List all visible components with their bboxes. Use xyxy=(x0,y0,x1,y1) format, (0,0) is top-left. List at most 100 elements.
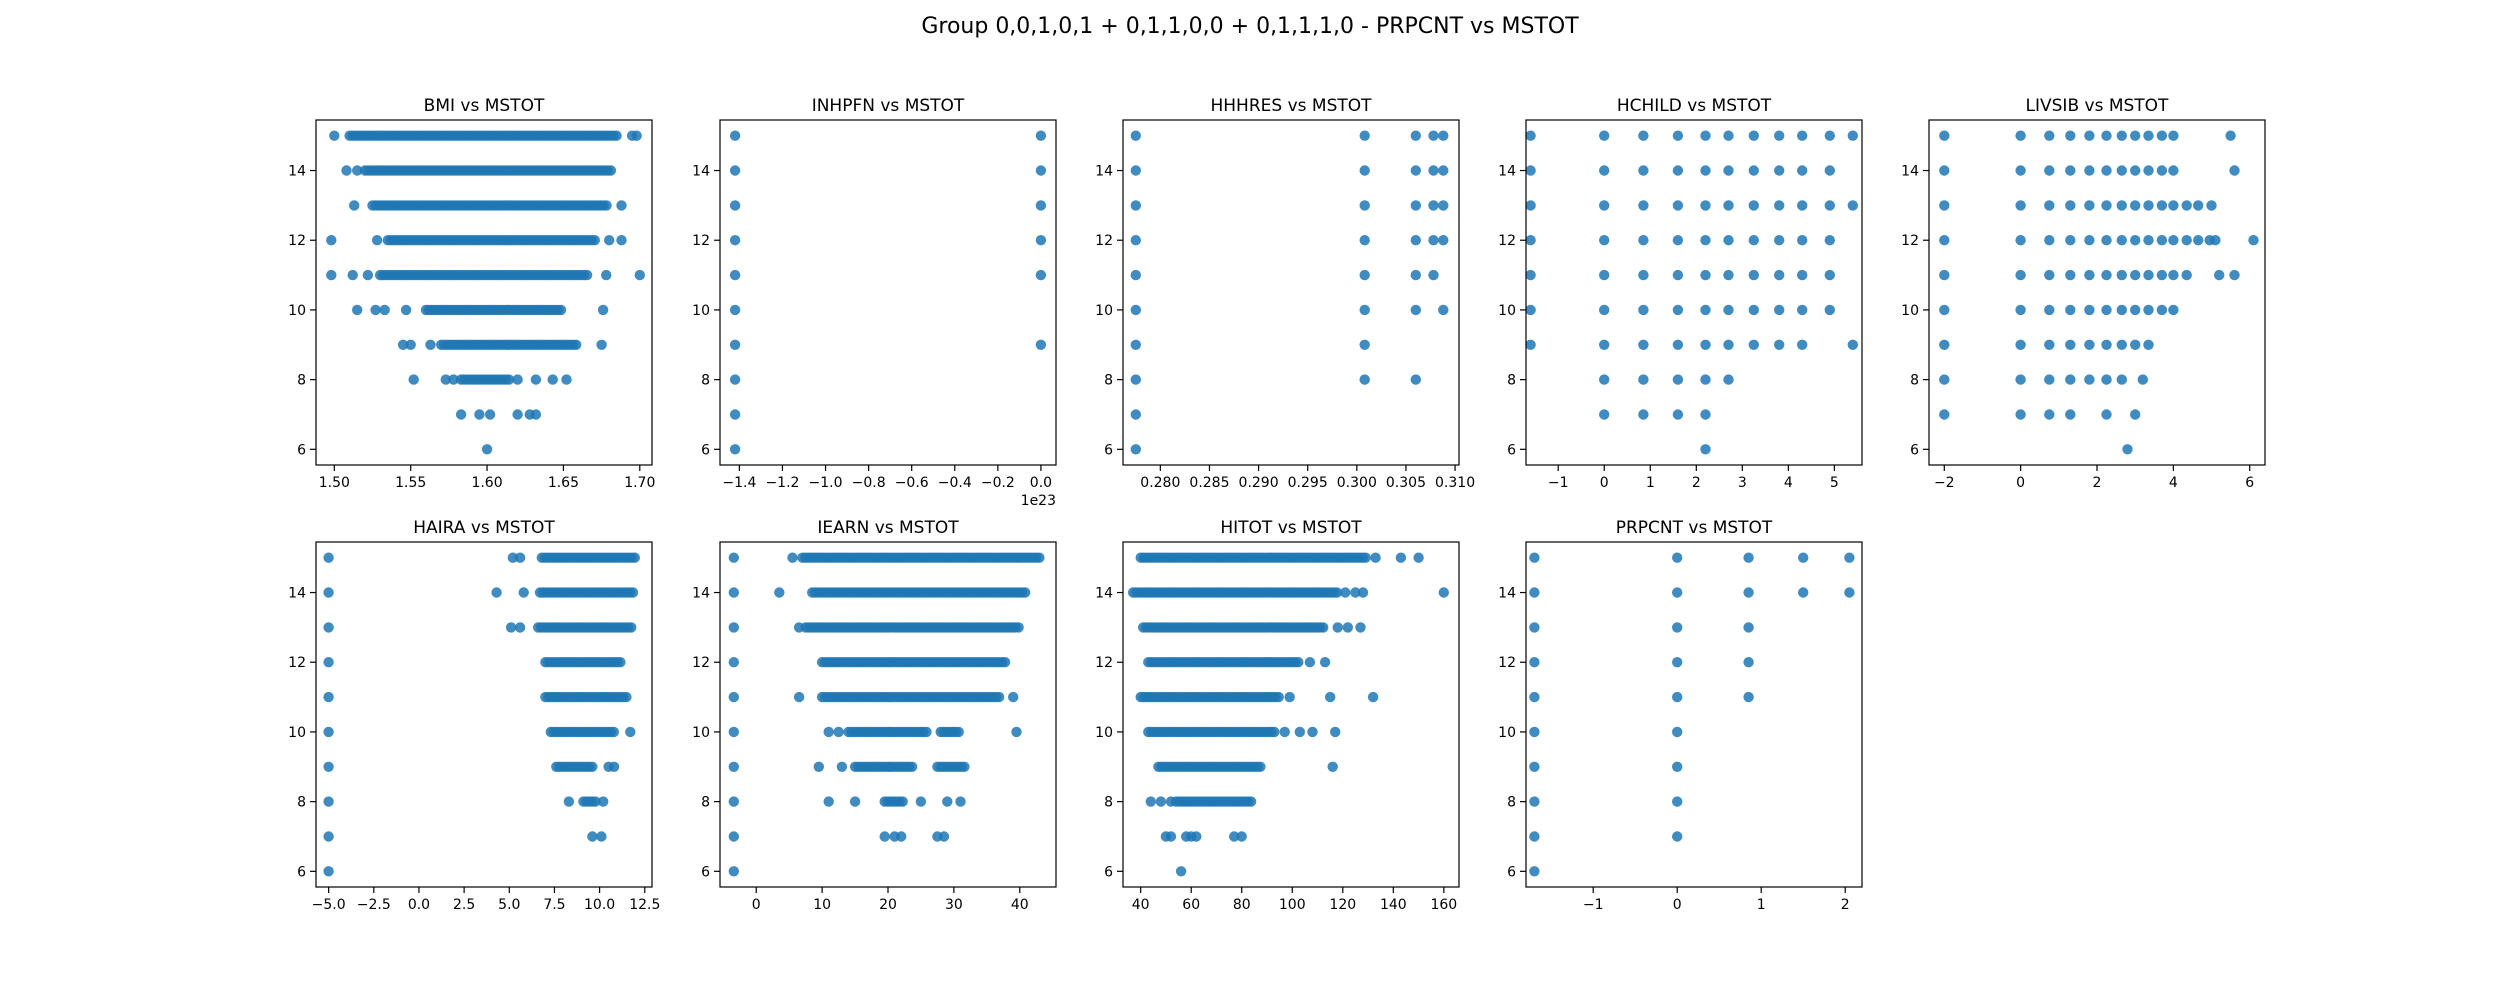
data-point xyxy=(1529,761,1540,772)
data-point xyxy=(1939,339,1950,350)
x-tick-label: 0.295 xyxy=(1288,475,1328,491)
data-point xyxy=(2015,130,2026,141)
data-point xyxy=(2210,235,2221,246)
data-point xyxy=(1700,200,1711,211)
data-point xyxy=(728,726,739,738)
y-tick-label: 10 xyxy=(692,303,710,319)
data-point xyxy=(1529,796,1540,807)
subplot-title: HAIRA vs MSTOT xyxy=(413,518,555,538)
x-tick-label: 3 xyxy=(1738,475,1747,491)
y-tick-label: 14 xyxy=(1095,586,1113,602)
data-point xyxy=(634,269,645,281)
data-point xyxy=(1672,657,1683,668)
data-point xyxy=(1939,374,1950,385)
data-point xyxy=(1700,235,1711,246)
data-point xyxy=(729,339,741,350)
data-point xyxy=(1700,409,1711,420)
data-point xyxy=(1672,622,1683,633)
data-point xyxy=(1748,200,1760,211)
subplot-5: LIVSIB vs MSTOT −2 0 2 4 6 6 8 10 12 14 xyxy=(1901,96,2266,491)
data-point xyxy=(2130,130,2141,141)
y-tick-label: 6 xyxy=(701,442,710,458)
data-point xyxy=(2015,304,2026,316)
data-point xyxy=(2193,235,2204,246)
data-point xyxy=(2015,339,2026,350)
data-point xyxy=(349,200,360,211)
data-point xyxy=(1318,622,1329,633)
data-point xyxy=(1638,235,1649,246)
x-tick-label: 40 xyxy=(1132,897,1150,913)
axes-frame xyxy=(1525,119,1863,466)
data-point xyxy=(370,304,381,316)
x-tick-label: 2.5 xyxy=(453,897,475,913)
data-point xyxy=(2015,409,2026,420)
data-point xyxy=(2065,374,2076,385)
data-point xyxy=(729,409,741,420)
data-point xyxy=(1939,165,1950,176)
data-point xyxy=(2181,269,2192,281)
data-point xyxy=(1672,552,1683,563)
y-tick-label: 14 xyxy=(1095,164,1113,180)
y-tick-label: 8 xyxy=(297,373,306,389)
data-point xyxy=(879,831,890,842)
data-point xyxy=(1331,587,1343,598)
data-point xyxy=(1428,269,1439,281)
data-point xyxy=(2044,374,2055,385)
x-tick-label: −1.4 xyxy=(722,475,756,491)
data-point xyxy=(455,409,467,420)
data-point xyxy=(362,269,374,281)
data-point xyxy=(728,587,739,598)
data-point xyxy=(1700,374,1711,385)
data-point xyxy=(1410,235,1422,246)
data-point xyxy=(601,269,612,281)
data-point xyxy=(571,339,582,350)
data-point xyxy=(1130,165,1142,176)
y-tick-label: 6 xyxy=(1104,864,1113,880)
data-point xyxy=(2044,235,2055,246)
data-point xyxy=(2156,165,2168,176)
data-point xyxy=(1529,726,1540,738)
data-point xyxy=(2101,374,2112,385)
data-point xyxy=(503,374,515,385)
data-point xyxy=(1529,552,1540,563)
data-point xyxy=(1367,691,1379,703)
data-point xyxy=(1130,374,1142,385)
data-point xyxy=(2156,235,2168,246)
y-tick-label: 10 xyxy=(1095,303,1113,319)
data-point xyxy=(1013,622,1024,633)
y-tick-label: 10 xyxy=(1498,303,1516,319)
data-point xyxy=(1359,200,1370,211)
data-point xyxy=(1798,552,1809,563)
data-point xyxy=(2084,130,2095,141)
x-tick-label: 4 xyxy=(2169,475,2178,491)
data-point xyxy=(2143,304,2154,316)
data-point xyxy=(2181,235,2192,246)
data-points xyxy=(1529,552,1855,877)
data-point xyxy=(1748,269,1760,281)
data-point xyxy=(2193,200,2204,211)
data-point xyxy=(1130,339,1142,350)
subplot-8: HITOT vs MSTOT 40 60 80 100 120 140 160 6 8 10 12 14 xyxy=(1095,518,1460,913)
data-point xyxy=(1774,235,1785,246)
y-tick-label: 12 xyxy=(1095,233,1113,249)
data-point xyxy=(2065,200,2076,211)
data-point xyxy=(1939,130,1950,141)
x-tick-label: 30 xyxy=(945,897,963,913)
y-tick-label: 12 xyxy=(692,655,710,671)
data-point xyxy=(1797,339,1808,350)
data-point xyxy=(729,269,741,281)
data-point xyxy=(323,726,334,738)
data-point xyxy=(1008,691,1019,703)
data-point xyxy=(1743,622,1754,633)
data-point xyxy=(2143,165,2154,176)
data-point xyxy=(1672,726,1683,738)
data-point xyxy=(1939,235,1950,246)
data-point xyxy=(2084,165,2095,176)
data-point xyxy=(1428,165,1439,176)
y-tick-label: 14 xyxy=(692,586,710,602)
data-point xyxy=(2168,200,2179,211)
data-point xyxy=(1638,304,1649,316)
data-point xyxy=(2116,304,2127,316)
data-point xyxy=(1638,409,1649,420)
